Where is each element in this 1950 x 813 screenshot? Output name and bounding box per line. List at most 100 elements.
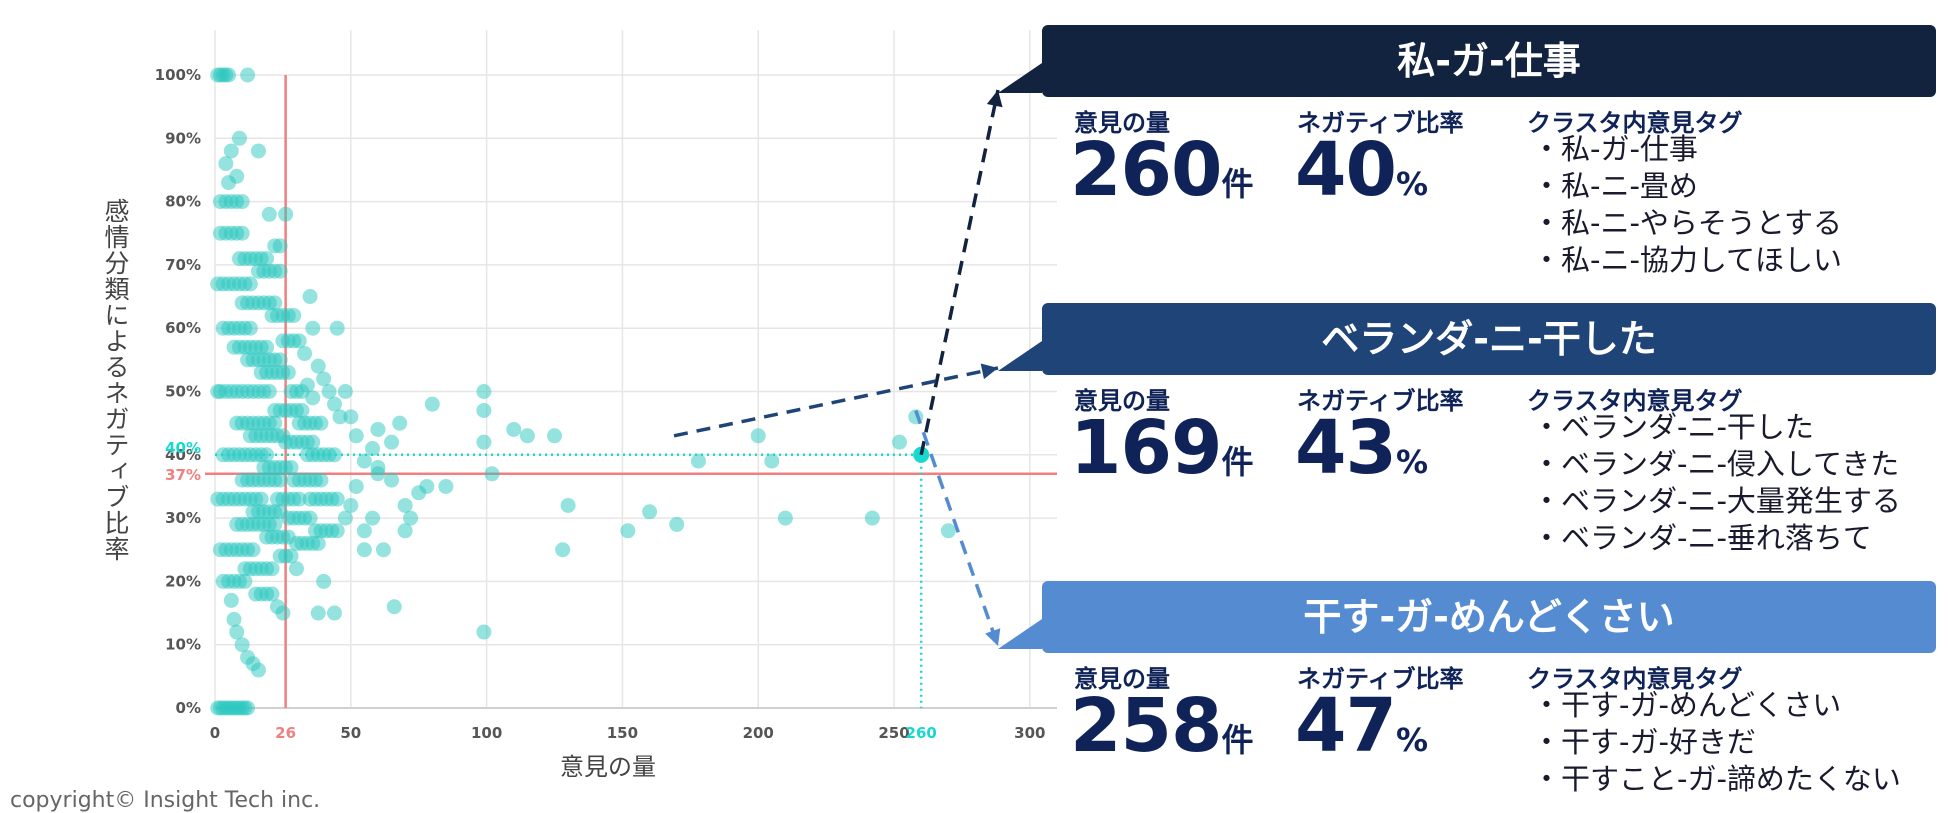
data-point	[777, 510, 793, 526]
data-point	[476, 624, 492, 640]
data-point	[343, 409, 359, 425]
chart-grid	[214, 30, 1057, 709]
data-point	[690, 453, 706, 469]
data-point	[242, 276, 258, 292]
data-point	[280, 365, 296, 381]
tags-label: クラスタ内意見タグ	[1527, 387, 1743, 415]
callout-arrow-head	[985, 628, 1001, 646]
data-point	[316, 371, 332, 387]
tag-item: ・ベランダ-ニ-干した	[1532, 410, 1814, 444]
data-point	[397, 497, 413, 513]
data-point	[329, 491, 345, 507]
data-point	[864, 510, 880, 526]
data-point	[259, 251, 275, 267]
data-point	[750, 428, 766, 444]
tag-item: ・ベランダ-ニ-大量発生する	[1532, 484, 1901, 518]
y-tick-label: 100%	[155, 66, 201, 84]
copyright-text: copyright© Insight Tech inc.	[10, 788, 321, 813]
x-tick-label: 300	[1014, 724, 1045, 742]
data-point	[327, 396, 343, 412]
tag-item: ・ベランダ-ニ-垂れ落ちて	[1532, 521, 1872, 555]
data-point	[223, 592, 239, 608]
data-point	[291, 333, 307, 349]
y-tick-label: 80%	[165, 193, 201, 211]
tag-item: ・ベランダ-ニ-侵入してきた	[1532, 447, 1900, 481]
negative-ratio-label: ネガティブ比率	[1297, 109, 1464, 137]
callout-arrow-line	[914, 409, 1000, 647]
negative-ratio-label: ネガティブ比率	[1297, 387, 1464, 415]
data-point	[226, 611, 242, 627]
data-point	[294, 402, 310, 418]
data-point	[305, 434, 321, 450]
data-point	[291, 491, 307, 507]
data-point	[764, 453, 780, 469]
volume-label: 意見の量	[1074, 109, 1170, 137]
data-point	[329, 523, 345, 539]
x-tick-label: 200	[743, 724, 774, 742]
data-point	[370, 466, 386, 482]
data-point	[250, 143, 266, 159]
data-point	[329, 320, 345, 336]
data-point	[313, 415, 329, 431]
data-point	[272, 472, 288, 488]
data-point	[375, 542, 391, 558]
data-point	[267, 415, 283, 431]
data-point	[476, 384, 492, 399]
y-tick-label: 60%	[165, 319, 201, 337]
data-point	[223, 143, 239, 159]
data-point	[302, 289, 318, 305]
data-point	[547, 428, 563, 444]
callout-tail	[998, 63, 1042, 93]
data-point	[240, 700, 256, 716]
data-point	[229, 624, 245, 640]
tags-label: クラスタ内意見タグ	[1527, 665, 1743, 693]
callout-tail	[998, 341, 1042, 371]
data-point	[297, 346, 313, 362]
tag-list: ・私-ガ-仕事 ・私-ニ-畳め ・私-ニ-やらそうとする ・私-ニ-協力してほしい	[1532, 131, 1842, 279]
data-point	[506, 421, 522, 437]
tag-item: ・干す-ガ-好きだ	[1532, 725, 1756, 759]
data-point	[403, 510, 419, 526]
data-point	[560, 497, 576, 513]
y-tick-label: 20%	[165, 572, 201, 590]
data-point	[642, 504, 658, 520]
data-point	[337, 510, 353, 526]
data-point	[310, 358, 326, 374]
volume-value: 169件	[1070, 405, 1254, 491]
callout-arrow-line	[919, 89, 1000, 456]
y-tick-label: 30%	[165, 509, 201, 527]
volume-value: 260件	[1070, 127, 1254, 213]
reference-label-x: 26	[275, 724, 296, 742]
data-point	[242, 320, 258, 336]
data-point	[305, 390, 321, 406]
data-point	[384, 472, 400, 488]
data-point	[259, 447, 275, 463]
x-tick-label: 150	[607, 724, 638, 742]
data-point	[267, 295, 283, 311]
data-point	[356, 542, 372, 558]
data-point	[484, 466, 500, 482]
tag-item: ・私-ニ-畳め	[1532, 169, 1698, 203]
data-point	[356, 523, 372, 539]
tags-label: クラスタ内意見タグ	[1527, 109, 1743, 137]
data-point	[316, 573, 332, 589]
y-tick-label: 10%	[165, 636, 201, 654]
y-tick-label: 70%	[165, 256, 201, 274]
negative-ratio-value: 43%	[1295, 405, 1429, 491]
data-point	[234, 225, 250, 241]
data-point	[365, 440, 381, 456]
data-point	[392, 415, 408, 431]
data-point	[237, 573, 253, 589]
y-tick-label: 90%	[165, 129, 201, 147]
callout-arrow-line	[673, 366, 999, 438]
data-point	[620, 523, 636, 539]
x-tick-label: 50	[340, 724, 361, 742]
data-point	[261, 206, 277, 222]
data-point	[476, 402, 492, 418]
tag-item: ・私-ニ-協力してほしい	[1532, 243, 1843, 277]
callout-tail	[998, 619, 1042, 649]
data-point	[332, 409, 348, 425]
data-point	[386, 599, 402, 615]
tag-item: ・干す-ガ-めんどくさい	[1532, 688, 1842, 722]
